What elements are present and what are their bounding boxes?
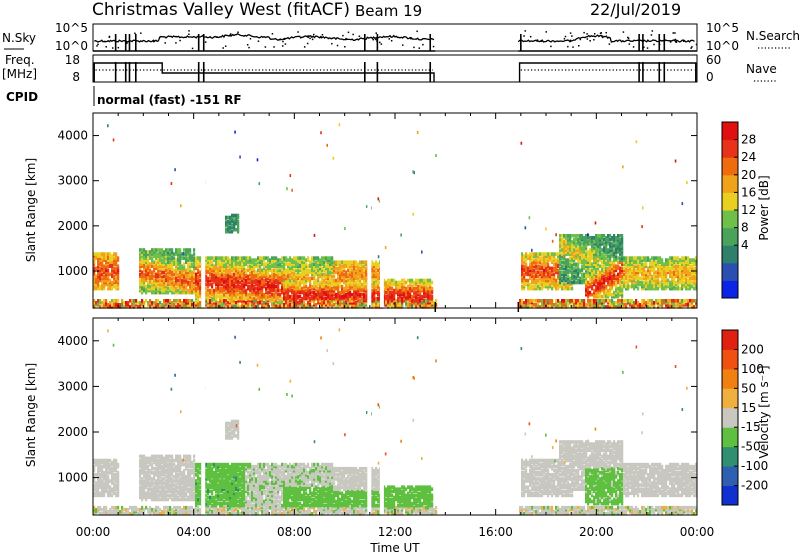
velocity-colorbar-tick-label: 100 [741, 362, 764, 376]
power-ylabel: Slant Range [km] [24, 158, 38, 262]
velocity-colorbar-swatch [722, 388, 738, 409]
freq-label-line2: [MHz] [2, 67, 37, 81]
velocity-colorbar-tick-label: 200 [741, 342, 764, 356]
x-tick-label: 12:00 [378, 525, 413, 539]
power-colorbar-label: Power [dB] [757, 175, 771, 240]
nave-label: Nave [746, 62, 777, 76]
power-ytick-label: 4000 [57, 129, 88, 143]
velocity-heatmap [93, 318, 698, 516]
cpid-label: CPID [6, 90, 38, 104]
power-colorbar-tick-label: 4 [741, 238, 749, 252]
power-colorbar: 28 24 20 16 12 8 4 [721, 121, 756, 299]
velocity-colorbar-swatch [722, 349, 738, 370]
x-tick-label: 08:00 [277, 525, 312, 539]
power-colorbar-swatch [722, 157, 738, 176]
x-tick-label: 16:00 [478, 525, 513, 539]
velocity-colorbar-swatch [722, 368, 738, 389]
nave-tick-top: 60 [706, 53, 721, 67]
power-colorbar-swatch [722, 122, 738, 141]
freq-label-line1: Freq. [5, 53, 35, 67]
velocity-colorbar-tick-label: -200 [741, 479, 768, 493]
nsearch-tick-top: 10^5 [706, 21, 739, 35]
nsky-label: N.Sky [2, 31, 36, 45]
velocity-colorbar-swatch [722, 330, 738, 350]
power-colorbar-swatch [722, 245, 738, 264]
power-colorbar-tick-label: 28 [741, 133, 756, 147]
power-heatmap [93, 113, 698, 312]
power-axes: 1000 2000 3000 4000 [57, 113, 698, 308]
power-colorbar-tick-label: 8 [741, 221, 749, 235]
velocity-colorbar-tick-label: 15 [741, 401, 756, 415]
velocity-ylabel: Slant Range [km] [24, 363, 38, 467]
nsky-tick-bottom: 10^0 [55, 39, 88, 53]
velocity-colorbar-tick-label: -100 [741, 459, 768, 473]
x-tick-label: 00:00 [680, 525, 715, 539]
velocity-colorbar-swatch [722, 407, 738, 428]
power-colorbar-swatch [722, 227, 738, 246]
x-tick-label: 20:00 [579, 525, 614, 539]
plot-title: Christmas Valley West (fitACF) [92, 0, 350, 20]
power-colorbar-tick-label: 16 [741, 185, 756, 199]
x-tick-label: 00:00 [76, 525, 111, 539]
nave-tick-bottom: 0 [706, 70, 714, 84]
velocity-colorbar-frame [721, 329, 739, 506]
velocity-ytick-label: 2000 [57, 425, 88, 439]
power-colorbar-tick-label: 24 [741, 150, 756, 164]
velocity-ytick-label: 1000 [57, 471, 88, 485]
power-colorbar-swatch [722, 174, 738, 193]
nsky-trace [93, 30, 698, 52]
velocity-colorbar-tick-label: -15 [741, 420, 761, 434]
power-colorbar-swatch [722, 192, 738, 211]
power-colorbar-tick-label: 12 [741, 203, 756, 217]
beam-label: Beam 19 [355, 2, 422, 20]
nsearch-label: N.Search [746, 29, 800, 43]
nsky-tick-top: 10^5 [55, 21, 88, 35]
power-colorbar-swatch [722, 280, 738, 299]
x-axis-label: Time UT [369, 541, 420, 554]
velocity-colorbar-tick-label: -50 [741, 440, 761, 454]
velocity-axes: 1000 2000 3000 4000 [57, 318, 698, 515]
freq-panel-frame [92, 54, 698, 83]
freq-tick-bottom: 8 [72, 70, 80, 84]
power-colorbar-tick-label: 20 [741, 168, 756, 182]
power-ytick-label: 3000 [57, 174, 88, 188]
date-label: 22/Jul/2019 [590, 0, 681, 19]
x-tick-labels: 00:00 04:00 08:00 12:00 16:00 20:00 00:00 [76, 525, 715, 539]
cpid-text: normal (fast) -151 RF [97, 93, 242, 107]
velocity-colorbar-swatch [722, 485, 738, 506]
freq-tick-top: 18 [65, 53, 80, 67]
velocity-colorbar-label: Velocity [m s⁻¹] [757, 365, 771, 458]
velocity-colorbar: 200 100 50 15 -15 -50 -100 -200 [721, 329, 768, 506]
velocity-colorbar-swatch [722, 427, 738, 448]
velocity-ytick-label: 3000 [57, 379, 88, 393]
freq-trace [93, 62, 697, 82]
power-colorbar-swatch [722, 262, 738, 281]
power-colorbar-swatch [722, 139, 738, 158]
velocity-ytick-label: 4000 [57, 334, 88, 348]
x-tick-label: 04:00 [176, 525, 211, 539]
velocity-colorbar-tick-label: 50 [741, 381, 756, 395]
nsearch-tick-bottom: 10^0 [706, 39, 739, 53]
power-colorbar-swatch [722, 210, 738, 229]
velocity-colorbar-swatch [722, 466, 738, 487]
velocity-colorbar-swatch [722, 446, 738, 467]
power-ytick-label: 2000 [57, 219, 88, 233]
power-ytick-label: 1000 [57, 264, 88, 278]
